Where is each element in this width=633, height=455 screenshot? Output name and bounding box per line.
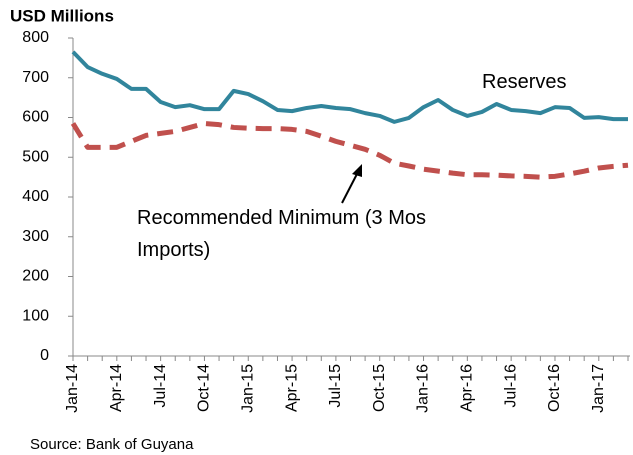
y-tick-label: 800 <box>22 29 49 46</box>
x-tick-label: Jan-17 <box>590 364 607 413</box>
series-line <box>70 120 629 180</box>
y-tick-label: 600 <box>22 109 49 126</box>
x-tick-label: Jul-14 <box>152 364 169 408</box>
y-tick-label: 500 <box>22 148 49 165</box>
x-tick-label: Jul-16 <box>502 364 519 408</box>
source: Source: Bank of Guyana <box>30 436 194 453</box>
y-tick-label: 0 <box>40 347 49 364</box>
series-label: Reserves <box>482 71 567 93</box>
x-tick-label: Apr-14 <box>108 364 125 412</box>
y-tick-label: 200 <box>22 268 49 285</box>
y-tick-label: 100 <box>22 307 49 324</box>
y-axis-title: USD Millions <box>10 6 114 25</box>
x-tick-label: Oct-16 <box>546 364 563 412</box>
y-tick-label: 300 <box>22 228 49 245</box>
arrow-shaft <box>341 171 359 204</box>
x-tick-label: Jul-15 <box>327 364 344 408</box>
x-tick-label: Jan-15 <box>239 364 256 413</box>
series-line <box>71 50 628 124</box>
series-label: Recommended Minimum (3 Mos Imports) <box>137 207 426 261</box>
y-tick-label: 700 <box>22 69 49 86</box>
y-tick-label: 400 <box>22 188 49 205</box>
x-tick-label: Apr-16 <box>459 364 476 412</box>
x-tick-label: Oct-15 <box>371 364 388 412</box>
x-tick-label: Jan-16 <box>415 364 432 413</box>
x-tick-label: Jan-14 <box>64 364 81 413</box>
x-tick-label: Apr-15 <box>283 364 300 412</box>
arrow-head <box>352 164 362 177</box>
x-tick-label: Oct-14 <box>196 364 213 412</box>
